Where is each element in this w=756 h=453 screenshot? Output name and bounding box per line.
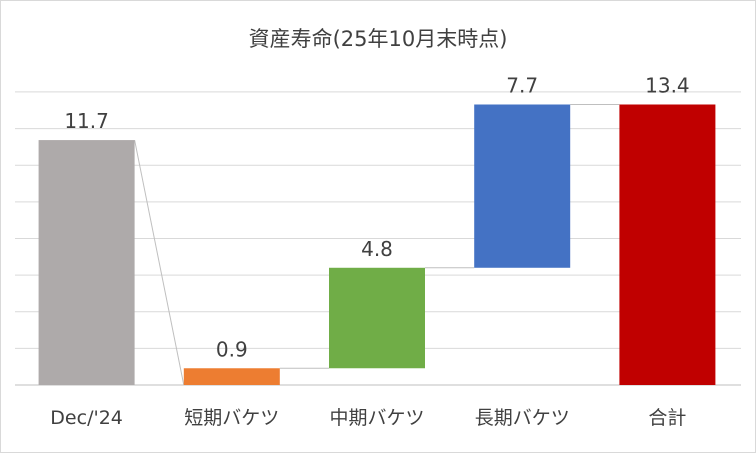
connector-line [134, 139, 185, 386]
data-label: 11.7 [64, 109, 109, 133]
data-label: 7.7 [506, 73, 538, 97]
category-labels: Dec/'24 短期バケツ 中期バケツ 長期バケツ 合計 [50, 407, 686, 429]
data-label: 13.4 [645, 73, 690, 97]
bars [38, 104, 716, 385]
chart-title: 資産寿命(25年10月末時点) [249, 27, 508, 51]
bar-1 [38, 140, 135, 385]
category-label: 中期バケツ [329, 407, 424, 429]
category-label: 合計 [648, 407, 686, 429]
category-label: 長期バケツ [475, 407, 570, 429]
category-label: 短期バケツ [184, 407, 279, 429]
bar-2 [183, 368, 280, 385]
gridlines [15, 91, 741, 386]
category-label: Dec/'24 [50, 407, 123, 429]
connectors [134, 103, 620, 386]
data-label: 4.8 [361, 237, 393, 261]
data-labels: 11.7 0.9 4.8 7.7 13.4 [64, 73, 689, 361]
data-label: 0.9 [216, 337, 248, 361]
bar-3 [329, 267, 425, 369]
bar-5 [619, 104, 716, 385]
bar-4 [474, 104, 571, 268]
